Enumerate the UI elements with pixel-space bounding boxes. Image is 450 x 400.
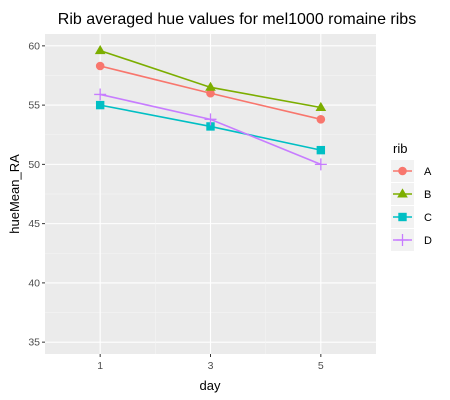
legend-key-marker bbox=[398, 167, 407, 176]
legend-label: C bbox=[424, 212, 432, 224]
y-tick-label: 50 bbox=[28, 159, 40, 171]
legend-item-C: C bbox=[391, 206, 432, 228]
legend-label: A bbox=[424, 166, 432, 178]
data-point bbox=[96, 62, 105, 71]
legend-item-A: A bbox=[391, 160, 432, 182]
chart-title: Rib averaged hue values for mel1000 roma… bbox=[58, 11, 416, 28]
legend-item-D: D bbox=[391, 229, 432, 251]
x-tick-label: 3 bbox=[208, 360, 214, 372]
x-tick-label: 5 bbox=[318, 360, 324, 372]
y-tick-label: 45 bbox=[28, 218, 40, 230]
x-axis-ticks: 1 3 5 bbox=[97, 354, 324, 372]
x-axis-title: day bbox=[200, 378, 221, 393]
legend-label: B bbox=[424, 189, 431, 201]
legend-label: D bbox=[424, 235, 432, 247]
y-axis-ticks: 35 40 45 50 55 60 bbox=[28, 40, 45, 348]
y-tick-label: 35 bbox=[28, 337, 40, 349]
legend-title: rib bbox=[393, 141, 407, 156]
y-axis-title: hueMean_RA bbox=[7, 154, 22, 234]
y-tick-label: 60 bbox=[28, 40, 40, 52]
legend-key-marker bbox=[398, 213, 406, 221]
x-tick-label: 1 bbox=[97, 360, 103, 372]
y-tick-label: 40 bbox=[28, 277, 40, 289]
y-tick-label: 55 bbox=[28, 100, 40, 112]
data-point bbox=[96, 101, 104, 109]
data-point bbox=[317, 115, 326, 124]
data-point bbox=[317, 146, 325, 154]
legend-item-B: B bbox=[391, 183, 431, 205]
